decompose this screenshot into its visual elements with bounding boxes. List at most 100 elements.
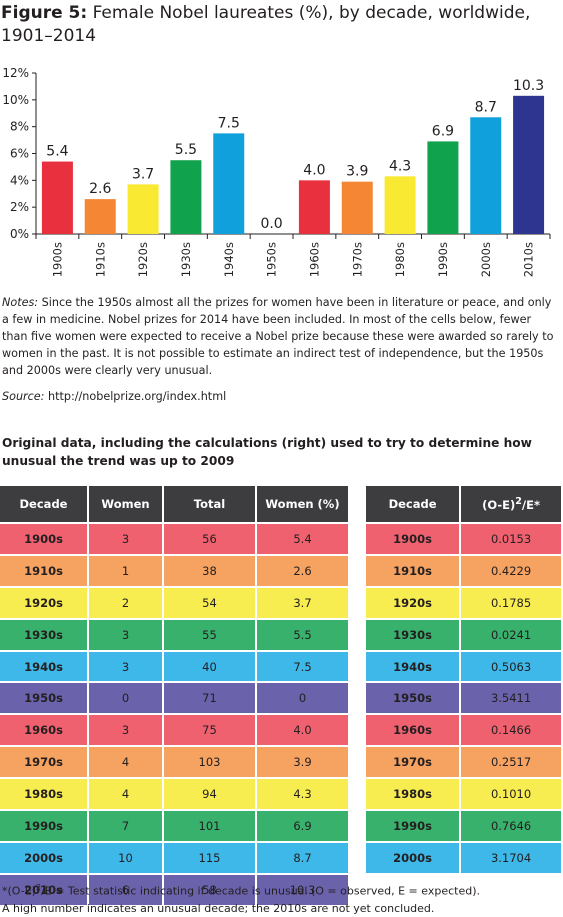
statistic-cell: 0.1010 <box>461 779 561 810</box>
women-cell: 1 <box>89 555 162 586</box>
table-row: 1910s 0.4229 <box>366 555 561 586</box>
bar <box>213 133 245 234</box>
women-cell: 7 <box>89 811 162 841</box>
statistic-cell: 0.5063 <box>461 651 561 682</box>
percent-cell: 3.9 <box>257 747 348 778</box>
header-cell: Women <box>89 486 162 522</box>
statistic-cell: 0.2517 <box>461 747 561 778</box>
bar <box>470 117 502 234</box>
x-tick-label: 1910s <box>93 242 107 277</box>
data-label: 0.0 <box>260 216 282 232</box>
percent-cell: 5.4 <box>257 524 348 554</box>
data-label: 4.3 <box>389 158 411 174</box>
data-label: 7.5 <box>218 115 240 131</box>
notes-label: Notes: <box>2 296 39 309</box>
table-row: 1930s 3 55 5.5 <box>0 619 348 650</box>
decade-cell: 2000s <box>366 842 460 873</box>
table-row: 1920s 2 54 3.7 <box>0 587 348 618</box>
y-tick-label: 8% <box>10 120 29 134</box>
women-cell: 3 <box>89 651 162 682</box>
bar <box>170 160 202 234</box>
x-tick-label: 1930s <box>179 242 193 277</box>
statistic-cell: 0.1785 <box>461 587 561 618</box>
decade-cell: 1980s <box>366 779 460 810</box>
decade-cell: 1990s <box>366 811 460 841</box>
figure-title-lead: Figure 5: <box>1 3 88 23</box>
data-label: 6.9 <box>432 123 454 139</box>
percent-cell: 10.3 <box>257 874 348 905</box>
total-cell: 40 <box>164 651 255 682</box>
decade-cell: 1960s <box>366 715 460 746</box>
decade-cell: 1990s <box>0 811 87 841</box>
source-label: Source: <box>2 390 45 403</box>
source: Source: http://nobelprize.org/index.html <box>2 390 226 403</box>
decade-cell: 2000s <box>0 842 87 873</box>
table-row: 1990s 0.7646 <box>366 811 561 841</box>
data-label: 5.5 <box>175 142 197 158</box>
data-label: 3.7 <box>132 166 154 182</box>
header-cell: Total <box>164 486 255 522</box>
statistic-cell: 0.4229 <box>461 555 561 586</box>
figure-title: Figure 5: Female Nobel laureates (%), by… <box>1 2 541 48</box>
x-tick-label: 1940s <box>222 242 236 277</box>
decade-cell: 1920s <box>366 587 460 618</box>
data-label: 10.3 <box>513 78 544 94</box>
bar <box>127 184 159 234</box>
women-cell: 6 <box>89 874 162 905</box>
bar <box>84 199 116 234</box>
table-row: 2000s 3.1704 <box>366 842 561 873</box>
y-tick-label: 12% <box>2 66 29 80</box>
data-table-header: Decade Women Total Women (%) <box>0 486 348 522</box>
x-tick-label: 2000s <box>479 242 493 277</box>
total-cell: 54 <box>164 587 255 618</box>
total-cell: 56 <box>164 524 255 554</box>
data-label: 3.9 <box>346 164 368 180</box>
percent-cell: 3.7 <box>257 587 348 618</box>
y-tick-label: 10% <box>2 93 29 107</box>
x-tick-label: 1980s <box>393 242 407 277</box>
decade-cell: 1910s <box>0 555 87 586</box>
table-row: 1940s 0.5063 <box>366 651 561 682</box>
total-cell: 101 <box>164 811 255 841</box>
table-row: 1980s 4 94 4.3 <box>0 779 348 810</box>
statistic-table: Decade (O-E)2/E* 1900s 0.0153 1910s 0.4229 1… <box>364 484 563 875</box>
data-label: 4.0 <box>303 162 325 178</box>
data-label: 2.6 <box>89 181 111 197</box>
decade-cell: 1940s <box>0 651 87 682</box>
table-row: 1950s 0 71 0 <box>0 683 348 714</box>
decade-cell: 1950s <box>366 683 460 714</box>
header-statistic: (O-E)2/E* <box>461 486 561 522</box>
footnote-post: /E = Test statistic indicating if decade… <box>41 884 481 898</box>
total-cell: 38 <box>164 555 255 586</box>
y-tick-label: 2% <box>10 200 29 214</box>
notes: Notes: Since the 1950s almost all the pr… <box>2 294 558 379</box>
percent-cell: 4.3 <box>257 779 348 810</box>
decade-cell: 1970s <box>0 747 87 778</box>
table-row: 1900s 0.0153 <box>366 524 561 554</box>
bar <box>513 95 545 234</box>
data-table: Decade Women Total Women (%) 1900s 3 56 5.4 191… <box>0 484 350 907</box>
table-row: 1920s 0.1785 <box>366 587 561 618</box>
decade-cell: 1900s <box>0 524 87 554</box>
figure-title-text: Female Nobel laureates (%), by decade, w… <box>1 3 531 46</box>
header-statistic-tail: /E* <box>521 497 540 512</box>
header-statistic-sup: 2 <box>515 496 522 508</box>
bar <box>427 141 459 234</box>
total-cell: 115 <box>164 842 255 873</box>
footnote-sup: 2 <box>35 883 42 892</box>
percent-cell: 6.9 <box>257 811 348 841</box>
table-row: 1900s 3 56 5.4 <box>0 524 348 554</box>
statistic-cell: 3.1704 <box>461 842 561 873</box>
women-cell: 2 <box>89 587 162 618</box>
table-row: 1970s 4 103 3.9 <box>0 747 348 778</box>
footnote: *(O-E)2/E = Test statistic indicating if… <box>2 879 560 917</box>
statistic-cell: 3.5411 <box>461 683 561 714</box>
percent-cell: 2.6 <box>257 555 348 586</box>
table-row: 1930s 0.0241 <box>366 619 561 650</box>
women-cell: 3 <box>89 524 162 554</box>
table-row: 1980s 0.1010 <box>366 779 561 810</box>
table-row: 1960s 0.1466 <box>366 715 561 746</box>
percent-cell: 4.0 <box>257 715 348 746</box>
source-url: http://nobelprize.org/index.html <box>44 390 227 403</box>
bar <box>298 180 330 234</box>
